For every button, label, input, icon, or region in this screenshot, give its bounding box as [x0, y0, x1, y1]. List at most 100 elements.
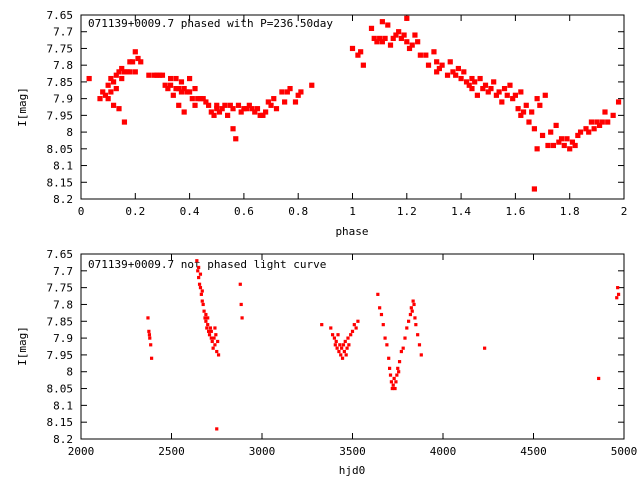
- data-point: [105, 82, 111, 88]
- data-point: [407, 319, 411, 323]
- data-point: [354, 326, 358, 330]
- data-point: [271, 96, 277, 102]
- y-tick-label: 7.95: [47, 109, 74, 122]
- data-point: [214, 333, 218, 337]
- data-point: [358, 49, 364, 55]
- axis-ticks: 2000 2500 3000 3500 4000 4500 5000 7.65 7.7 7.75 7…: [47, 248, 638, 458]
- axis-ticks: 0 0.2 0.4 0.6 0.8 1 1.2 1.4 1.6 1.8 2 7.65 7.7 7.75 7.…: [47, 9, 628, 218]
- data-points: [86, 15, 622, 192]
- data-point: [408, 312, 413, 317]
- data-point: [390, 386, 394, 391]
- data-point: [273, 106, 280, 112]
- data-point: [212, 336, 216, 340]
- data-point: [518, 112, 524, 118]
- data-point: [147, 329, 151, 333]
- y-tick-label: 7.75: [47, 42, 74, 55]
- data-point: [439, 62, 445, 68]
- data-point: [157, 72, 163, 78]
- data-point: [230, 126, 236, 132]
- data-point: [233, 136, 239, 142]
- data-point: [417, 343, 422, 347]
- data-point: [339, 353, 343, 357]
- data-point: [284, 89, 290, 95]
- chart-title: 071139+0009.7 phased with P=236.50day: [88, 17, 333, 30]
- data-point: [466, 82, 472, 88]
- data-point: [215, 349, 219, 354]
- data-point: [393, 32, 399, 38]
- data-point: [529, 109, 535, 115]
- data-point: [151, 72, 157, 78]
- data-point: [132, 69, 138, 75]
- data-point: [309, 82, 315, 88]
- x-tick-label: 1.8: [560, 205, 580, 218]
- data-point: [332, 336, 336, 340]
- x-tick-label: 1.6: [505, 205, 525, 218]
- data-point: [352, 323, 356, 327]
- data-point: [515, 106, 521, 112]
- y-tick-label: 8.05: [47, 143, 74, 156]
- data-point: [208, 326, 213, 330]
- data-point: [184, 89, 190, 95]
- data-point: [173, 86, 179, 92]
- data-point: [616, 286, 620, 290]
- data-point: [405, 326, 409, 330]
- x-tick-label: 2000: [68, 445, 95, 458]
- data-point: [110, 102, 117, 108]
- data-point: [335, 346, 339, 350]
- data-point: [263, 109, 269, 115]
- data-point: [340, 356, 345, 360]
- x-tick-label: 1.4: [451, 205, 471, 218]
- data-point: [216, 109, 223, 115]
- data-point: [434, 69, 440, 75]
- data-point: [480, 86, 486, 92]
- data-point: [198, 272, 203, 276]
- data-point: [379, 19, 385, 25]
- data-point: [246, 102, 252, 108]
- data-point: [453, 72, 459, 78]
- data-point: [591, 126, 597, 132]
- data-point: [512, 92, 518, 98]
- data-point: [257, 112, 263, 118]
- data-point: [195, 96, 201, 102]
- data-point: [195, 259, 199, 263]
- x-tick-label: 4000: [430, 445, 457, 458]
- data-point: [397, 370, 401, 374]
- data-point: [383, 336, 387, 340]
- data-point: [567, 146, 573, 152]
- data-point: [548, 129, 554, 135]
- y-tick-label: 8.05: [47, 383, 74, 396]
- data-point: [216, 339, 220, 344]
- x-tick-label: 0.6: [234, 205, 254, 218]
- data-point: [378, 306, 382, 310]
- y-tick-label: 8: [66, 366, 73, 379]
- data-point: [569, 139, 576, 145]
- data-point: [208, 109, 214, 115]
- data-point: [225, 112, 231, 118]
- data-point: [350, 329, 355, 333]
- data-point: [403, 336, 407, 340]
- data-point: [222, 102, 228, 108]
- y-tick-label: 8.1: [53, 399, 73, 412]
- y-tick-label: 8.15: [47, 416, 74, 429]
- data-point: [474, 92, 480, 98]
- data-point: [397, 360, 402, 364]
- data-point: [206, 102, 212, 108]
- data-point: [434, 59, 440, 65]
- data-point: [477, 75, 483, 82]
- data-point: [556, 139, 562, 145]
- data-point: [425, 62, 432, 68]
- data-point: [368, 25, 375, 31]
- data-point: [510, 96, 516, 102]
- data-point: [392, 376, 396, 381]
- data-point: [553, 122, 559, 128]
- y-tick-label: 8.15: [47, 176, 74, 189]
- data-point: [450, 69, 456, 75]
- data-point: [227, 102, 233, 108]
- data-point: [173, 75, 179, 82]
- data-point: [320, 323, 324, 327]
- data-point: [201, 302, 205, 307]
- data-point: [121, 119, 128, 125]
- data-point: [531, 126, 538, 132]
- data-point: [404, 15, 410, 21]
- data-point: [550, 142, 557, 149]
